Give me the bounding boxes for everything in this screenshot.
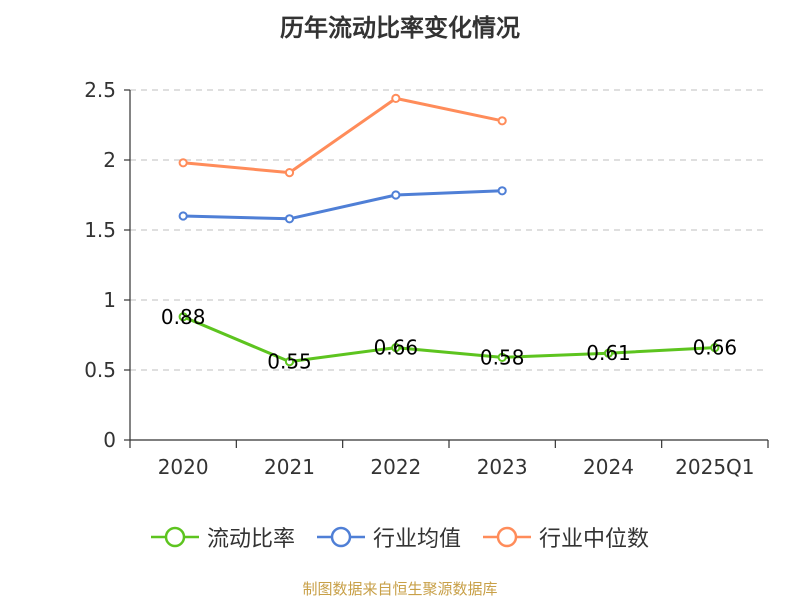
data-label: 0.55: [267, 350, 312, 374]
series-line: [182, 315, 715, 364]
x-tick-label: 2021: [264, 455, 315, 479]
legend-label-industry-median: 行业中位数: [539, 527, 650, 552]
data-point[interactable]: [497, 116, 507, 126]
data-label: 0.88: [161, 305, 206, 329]
data-point[interactable]: [284, 168, 295, 178]
y-tick-label: 1.5: [84, 218, 116, 242]
chart-title: 历年流动比率变化情况: [280, 14, 520, 42]
data-point[interactable]: [178, 211, 188, 221]
x-tick-label: 2024: [583, 455, 634, 479]
x-tick-label: 2020: [158, 455, 209, 479]
data-point[interactable]: [391, 343, 401, 353]
data-point[interactable]: [391, 190, 401, 200]
data-point[interactable]: [603, 348, 614, 358]
x-tick-label: 2022: [370, 455, 421, 479]
data-label: 0.66: [693, 336, 738, 360]
data-labels: 0.88 0.55 0.66 0.58 0.61 0.66: [161, 305, 737, 374]
data-label: 0.58: [480, 345, 525, 369]
data-point[interactable]: [710, 343, 720, 353]
series-0: [178, 312, 720, 367]
grid-lines: [130, 89, 768, 371]
data-point[interactable]: [284, 214, 295, 224]
series-1: [178, 186, 507, 224]
axes: 0 0.5 1 1.5 2 2.5 2020 2021 2022 2023 2024 2025Q1: [84, 78, 769, 479]
x-tick-label: 2023: [477, 455, 528, 479]
legend-marker-industry-mean: [316, 526, 365, 548]
legend: 流动比率 行业均值 行业中位数: [0, 520, 800, 554]
legend-marker-current-ratio: [150, 526, 199, 548]
data-point[interactable]: [391, 93, 401, 104]
series-line: [183, 96, 503, 175]
legend-item-current-ratio[interactable]: 流动比率: [150, 521, 295, 553]
legend-label-industry-mean: 行业均值: [372, 527, 461, 552]
y-tick-label: 2.5: [84, 78, 116, 102]
data-point[interactable]: [497, 352, 507, 362]
legend-item-industry-median[interactable]: 行业中位数: [483, 521, 649, 553]
data-point[interactable]: [178, 312, 188, 322]
y-tick-label: 1: [103, 288, 116, 312]
legend-item-industry-mean[interactable]: 行业均值: [316, 521, 461, 553]
source-note: 制图数据来自恒生聚源数据库: [302, 580, 498, 598]
data-label: 0.61: [586, 341, 631, 365]
x-tick-label: 2025Q1: [675, 455, 754, 479]
data-point[interactable]: [497, 186, 507, 196]
data-point[interactable]: [178, 158, 188, 168]
series-line: [183, 189, 503, 221]
y-tick-label: 0: [103, 428, 116, 452]
y-tick-label: 0.5: [84, 358, 116, 382]
series-lines: [178, 93, 720, 367]
legend-marker-industry-median: [483, 526, 531, 548]
legend-label-current-ratio: 流动比率: [206, 527, 295, 552]
y-tick-label: 2: [103, 148, 116, 172]
series-2: [178, 93, 507, 178]
data-point[interactable]: [284, 357, 295, 367]
data-label: 0.66: [374, 336, 419, 360]
